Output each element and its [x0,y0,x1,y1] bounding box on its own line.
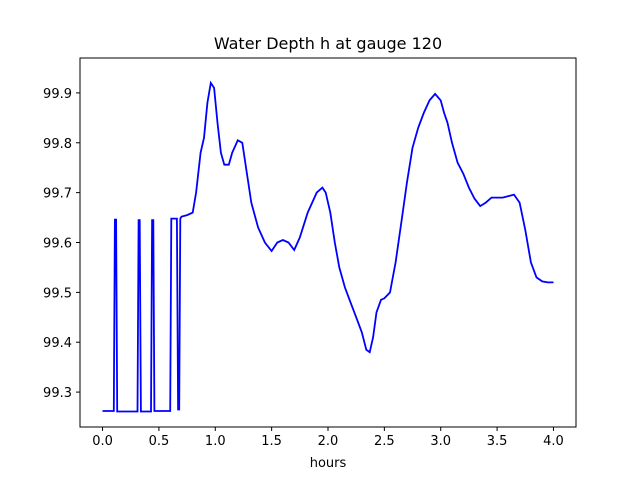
y-tick-label: 99.7 [43,187,72,202]
y-tick-label: 99.3 [43,386,72,401]
y-tick-label: 99.8 [43,137,72,152]
series-line [102,80,554,413]
x-tick-label: 1.0 [205,434,226,449]
x-tick-label: 1.5 [261,434,282,449]
x-axis-label: hours [310,456,347,471]
y-tick-label: 99.9 [43,87,72,102]
x-tick-label: 4.0 [543,434,564,449]
y-tick-label: 99.6 [43,237,72,252]
y-tick-label: 99.4 [43,336,72,351]
x-tick-label: 3.5 [487,434,508,449]
x-tick-label: 2.5 [374,434,395,449]
chart-title: Water Depth h at gauge 120 [214,34,442,53]
x-tick-label: 0.0 [92,434,113,449]
x-tick-label: 2.0 [318,434,339,449]
x-tick-label: 0.5 [149,434,170,449]
x-tick-label: 3.0 [430,434,451,449]
y-tick-label: 99.5 [43,286,72,301]
